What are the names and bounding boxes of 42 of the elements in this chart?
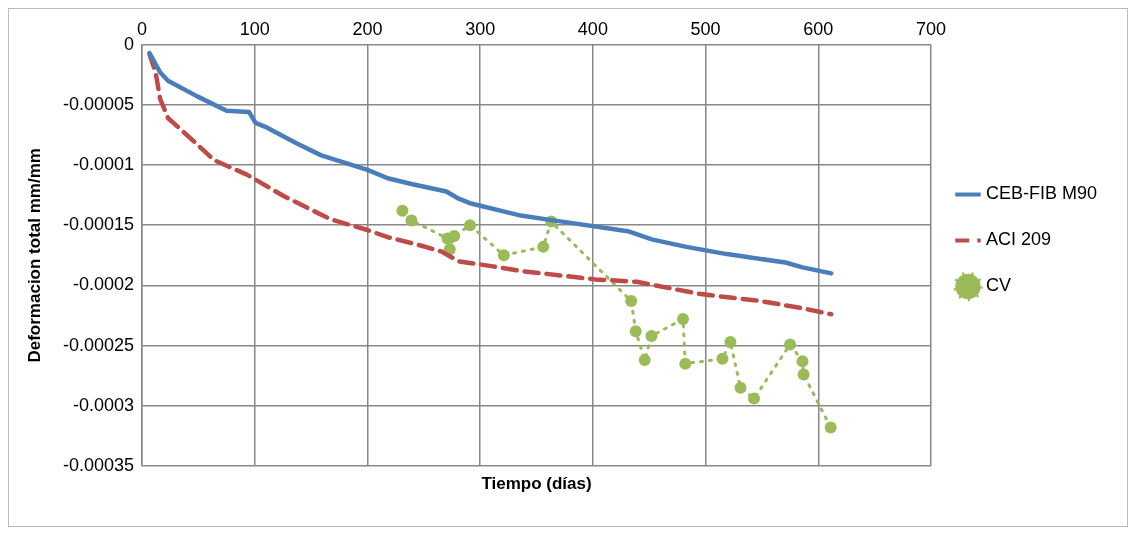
x-tick-label: 600	[803, 18, 834, 39]
point	[396, 204, 409, 217]
y-tick-label: -0.0003	[73, 394, 135, 415]
y-tick-label: 0	[124, 33, 135, 54]
point	[629, 325, 642, 338]
legend-label: CEB-FIB M90	[985, 183, 1098, 204]
y-tick-label: -0.00035	[63, 454, 135, 475]
x-tick-label: 500	[690, 18, 721, 39]
point	[405, 214, 418, 227]
point	[448, 230, 461, 243]
point	[537, 240, 550, 253]
y-tick-label: -0.00025	[63, 334, 135, 355]
point	[716, 352, 729, 365]
x-axis-title: Tiempo (días)	[481, 474, 592, 494]
y-tick-label: -0.0001	[73, 153, 135, 174]
point	[679, 357, 692, 370]
point	[724, 335, 737, 348]
x-tick-label: 0	[137, 18, 148, 39]
line-series	[147, 51, 834, 317]
legend-label: CV	[985, 275, 1011, 296]
point	[464, 219, 477, 232]
x-tick-label: 300	[465, 18, 496, 39]
y-tick-label: -0.00015	[63, 214, 135, 235]
y-tick-label: -0.0002	[73, 274, 135, 295]
point	[797, 368, 810, 381]
point	[638, 354, 651, 367]
y-tick-label: -0.00005	[63, 93, 135, 114]
y-axis-title: Deformacion total mm/mm	[24, 148, 44, 363]
x-tick-label: 100	[239, 18, 270, 39]
point	[677, 313, 690, 326]
point	[645, 329, 658, 342]
point	[748, 392, 761, 405]
x-tick-label: 700	[915, 18, 946, 39]
point	[734, 381, 747, 394]
point	[625, 295, 638, 308]
point	[497, 249, 510, 262]
legend-label: ACI 209	[985, 229, 1052, 250]
point	[824, 421, 837, 434]
x-tick-label: 200	[352, 18, 383, 39]
point	[784, 338, 797, 351]
point	[796, 355, 809, 368]
x-tick-label: 400	[577, 18, 608, 39]
